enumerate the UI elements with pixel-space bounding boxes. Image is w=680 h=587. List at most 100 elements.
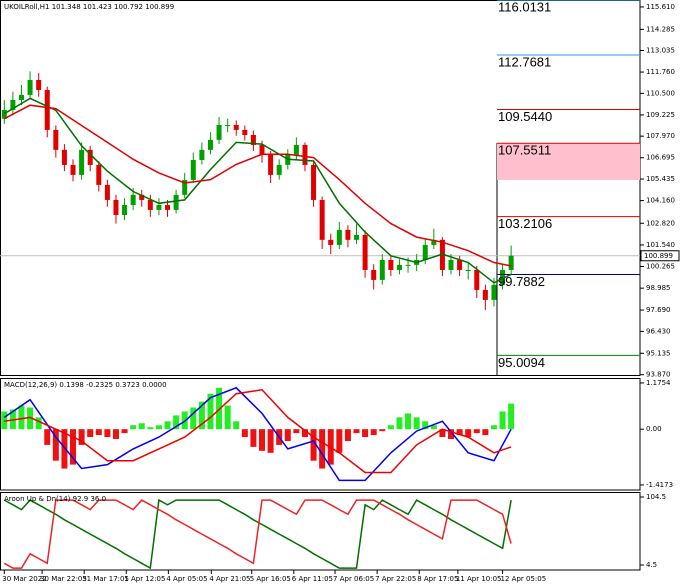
aroon-panel-frame (0, 492, 641, 571)
macd-bar (430, 425, 437, 430)
x-tick-label: 4 Apr 05:05 (166, 575, 207, 583)
macd-bar (198, 401, 205, 430)
panel-title: Aroon Up & Dn(14) 92.9 36.0 (4, 495, 106, 503)
candle-body (422, 244, 428, 260)
macd-bar (293, 429, 300, 434)
y-tick-label: 100.265 (646, 262, 675, 270)
macd-bar (241, 429, 248, 438)
macd-bar (482, 429, 489, 436)
macd-bar (456, 429, 463, 436)
level-label: 112.7681 (498, 54, 551, 69)
macd-bar (155, 425, 162, 430)
x-tick-label: 8 Apr 17:05 (417, 575, 458, 583)
y-tick-label: 115.610 (646, 3, 675, 11)
candle-body (61, 149, 67, 165)
candle-body (345, 229, 351, 240)
candle-body (371, 269, 377, 280)
y-tick-label: 107.970 (646, 132, 675, 140)
indicator-line (3, 498, 512, 570)
candle-body (96, 164, 102, 185)
macd-bar (112, 429, 119, 440)
candle-body (259, 144, 265, 155)
macd-bar (250, 429, 257, 447)
x-tick-label: 30 Mar 22:05 (40, 575, 87, 583)
x-tick-label: 1 Apr 12:05 (124, 575, 165, 583)
candle-body (293, 144, 299, 155)
macd-bar (310, 429, 317, 461)
y-tick-label: 4.5 (646, 561, 657, 569)
candle-body (379, 259, 385, 280)
candle-body (319, 199, 325, 240)
candle-body (122, 205, 128, 215)
candle-body (70, 164, 76, 175)
panel-title: UKOILRoll,H1 101.348 101.423 100.792 100… (4, 3, 174, 11)
x-tick-label: 5 Apr 16:05 (250, 575, 291, 583)
last-price-box (640, 250, 680, 262)
candle-body (225, 125, 231, 126)
y-tick-label: -1.4173 (646, 481, 673, 489)
y-tick-label: 110.500 (646, 89, 675, 97)
candle-body (156, 205, 162, 210)
x-tick-label: 30 Mar 2022 (2, 575, 46, 583)
macd-bar (27, 407, 34, 430)
macd-bar (439, 429, 446, 438)
y-tick-label: 101.540 (646, 241, 675, 249)
candle-body (311, 164, 317, 200)
level-label: 116.0131 (498, 0, 551, 15)
candle-body (491, 284, 497, 300)
price-panel-frame (0, 0, 641, 376)
y-tick-label: 0.00 (646, 425, 662, 433)
macd-bar (147, 427, 154, 430)
candle-body (233, 125, 239, 130)
candle-body (87, 149, 93, 165)
candle-body (113, 199, 119, 215)
candle-body (27, 80, 33, 95)
level-label: 109.5440 (498, 109, 552, 124)
macd-bar (362, 429, 369, 438)
candle-body (354, 234, 360, 240)
macd-bar (138, 423, 145, 430)
x-tick-label: 12 Apr 05:05 (501, 575, 547, 583)
macd-bar (259, 429, 266, 451)
macd-bar (413, 417, 420, 430)
macd-bar (224, 405, 231, 430)
indicator-line (4, 388, 512, 474)
macd-bar (490, 425, 497, 430)
macd-bar (499, 411, 506, 430)
macd-bar (267, 429, 274, 453)
candle-body (302, 144, 308, 165)
candle-body (182, 179, 188, 195)
candle-body (448, 259, 454, 270)
candle-body (139, 194, 145, 200)
level-label: 107.5511 (498, 143, 551, 158)
macd-bar (78, 429, 85, 445)
x-tick-label: 4 Apr 21:05 (209, 575, 250, 583)
macd-panel-frame (0, 378, 641, 491)
macd-bar (336, 429, 343, 453)
candle-body (165, 205, 171, 210)
macd-bar (465, 429, 472, 438)
candle-body (439, 239, 445, 270)
macd-bar (61, 429, 68, 469)
indicator-line (3, 499, 512, 569)
macd-bar (1, 411, 8, 430)
candle-body (457, 259, 463, 270)
candle-body (405, 264, 411, 266)
macd-bar (422, 421, 429, 430)
level-label: 95.0094 (498, 355, 545, 370)
macd-bar (35, 417, 42, 430)
level-label: 103.2106 (498, 216, 552, 231)
candle-body (242, 129, 248, 135)
macd-bar (233, 421, 240, 430)
candle-body (396, 264, 402, 270)
candle-body (216, 125, 222, 140)
candle-body (336, 229, 342, 245)
macd-bar (396, 417, 403, 430)
macd-bar (207, 393, 214, 430)
candle-body (508, 255, 514, 270)
y-tick-label: 1.1754 (646, 379, 671, 387)
y-tick-label: 111.760 (646, 68, 675, 76)
macd-bar (387, 425, 394, 430)
